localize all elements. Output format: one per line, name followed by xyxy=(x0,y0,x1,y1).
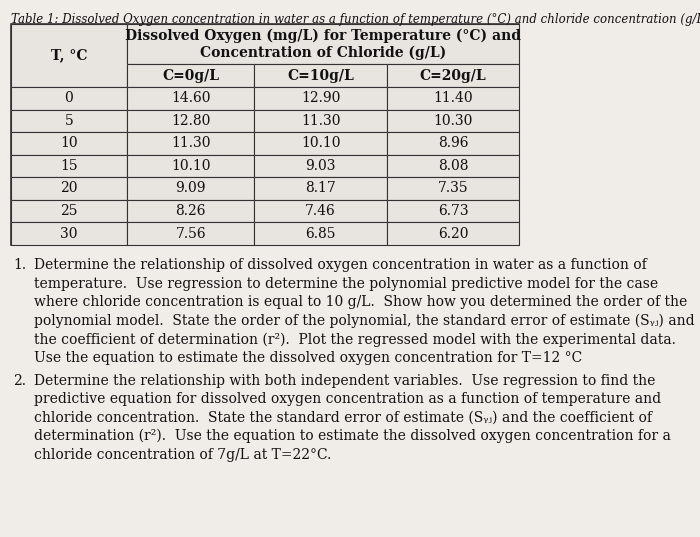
FancyBboxPatch shape xyxy=(127,87,254,110)
FancyBboxPatch shape xyxy=(254,177,387,200)
FancyBboxPatch shape xyxy=(127,110,254,132)
Text: 30: 30 xyxy=(60,227,78,241)
Text: 14.60: 14.60 xyxy=(171,91,211,105)
FancyBboxPatch shape xyxy=(127,200,254,222)
Text: 6.85: 6.85 xyxy=(305,227,336,241)
FancyBboxPatch shape xyxy=(10,132,127,155)
Text: 8.26: 8.26 xyxy=(176,204,206,218)
Text: Determine the relationship of dissolved oxygen concentration in water as a funct: Determine the relationship of dissolved … xyxy=(34,258,695,365)
FancyBboxPatch shape xyxy=(387,110,519,132)
FancyBboxPatch shape xyxy=(127,155,254,177)
FancyBboxPatch shape xyxy=(10,177,127,200)
Text: 8.96: 8.96 xyxy=(438,136,468,150)
Text: 11.30: 11.30 xyxy=(301,114,340,128)
Text: 11.40: 11.40 xyxy=(433,91,473,105)
FancyBboxPatch shape xyxy=(254,155,387,177)
Text: 15: 15 xyxy=(60,159,78,173)
FancyBboxPatch shape xyxy=(10,155,127,177)
Text: Dissolved Oxygen (mg/L) for Temperature (°C) and
Concentration of Chloride (g/L): Dissolved Oxygen (mg/L) for Temperature … xyxy=(125,29,522,60)
Text: 12.90: 12.90 xyxy=(301,91,340,105)
FancyBboxPatch shape xyxy=(387,200,519,222)
FancyBboxPatch shape xyxy=(387,155,519,177)
FancyBboxPatch shape xyxy=(254,110,387,132)
FancyBboxPatch shape xyxy=(127,24,519,64)
Text: 7.46: 7.46 xyxy=(305,204,336,218)
Text: T, °C: T, °C xyxy=(50,48,88,63)
FancyBboxPatch shape xyxy=(10,87,127,110)
FancyBboxPatch shape xyxy=(127,177,254,200)
FancyBboxPatch shape xyxy=(387,87,519,110)
Text: 7.56: 7.56 xyxy=(176,227,206,241)
Text: Table 1: Dissolved Oxygen concentration in water as a function of temperature (°: Table 1: Dissolved Oxygen concentration … xyxy=(10,13,700,26)
FancyBboxPatch shape xyxy=(387,64,519,87)
Text: Determine the relationship with both independent variables.  Use regression to f: Determine the relationship with both ind… xyxy=(34,374,671,462)
Text: C=0g/L: C=0g/L xyxy=(162,69,219,83)
FancyBboxPatch shape xyxy=(254,64,387,87)
Text: 10.10: 10.10 xyxy=(301,136,340,150)
Text: 25: 25 xyxy=(60,204,78,218)
FancyBboxPatch shape xyxy=(127,64,254,87)
Text: 11.30: 11.30 xyxy=(171,136,211,150)
Text: 10: 10 xyxy=(60,136,78,150)
Text: 6.20: 6.20 xyxy=(438,227,468,241)
FancyBboxPatch shape xyxy=(10,200,127,222)
Text: 0: 0 xyxy=(64,91,74,105)
FancyBboxPatch shape xyxy=(254,222,387,245)
Text: C=20g/L: C=20g/L xyxy=(420,69,486,83)
Text: 10.30: 10.30 xyxy=(433,114,473,128)
Text: 9.03: 9.03 xyxy=(305,159,336,173)
FancyBboxPatch shape xyxy=(254,200,387,222)
Text: 8.08: 8.08 xyxy=(438,159,468,173)
Text: 6.73: 6.73 xyxy=(438,204,468,218)
Text: 8.17: 8.17 xyxy=(305,182,336,195)
Text: 12.80: 12.80 xyxy=(171,114,211,128)
FancyBboxPatch shape xyxy=(10,24,127,87)
Text: 5: 5 xyxy=(64,114,74,128)
Text: 20: 20 xyxy=(60,182,78,195)
FancyBboxPatch shape xyxy=(10,110,127,132)
FancyBboxPatch shape xyxy=(127,132,254,155)
FancyBboxPatch shape xyxy=(387,132,519,155)
Text: 7.35: 7.35 xyxy=(438,182,468,195)
Text: 9.09: 9.09 xyxy=(176,182,206,195)
Text: 10.10: 10.10 xyxy=(171,159,211,173)
Text: C=10g/L: C=10g/L xyxy=(287,69,354,83)
FancyBboxPatch shape xyxy=(127,222,254,245)
FancyBboxPatch shape xyxy=(387,222,519,245)
Text: 2.: 2. xyxy=(13,374,27,388)
FancyBboxPatch shape xyxy=(254,132,387,155)
FancyBboxPatch shape xyxy=(10,222,127,245)
Text: 1.: 1. xyxy=(13,258,27,272)
FancyBboxPatch shape xyxy=(254,87,387,110)
FancyBboxPatch shape xyxy=(387,177,519,200)
